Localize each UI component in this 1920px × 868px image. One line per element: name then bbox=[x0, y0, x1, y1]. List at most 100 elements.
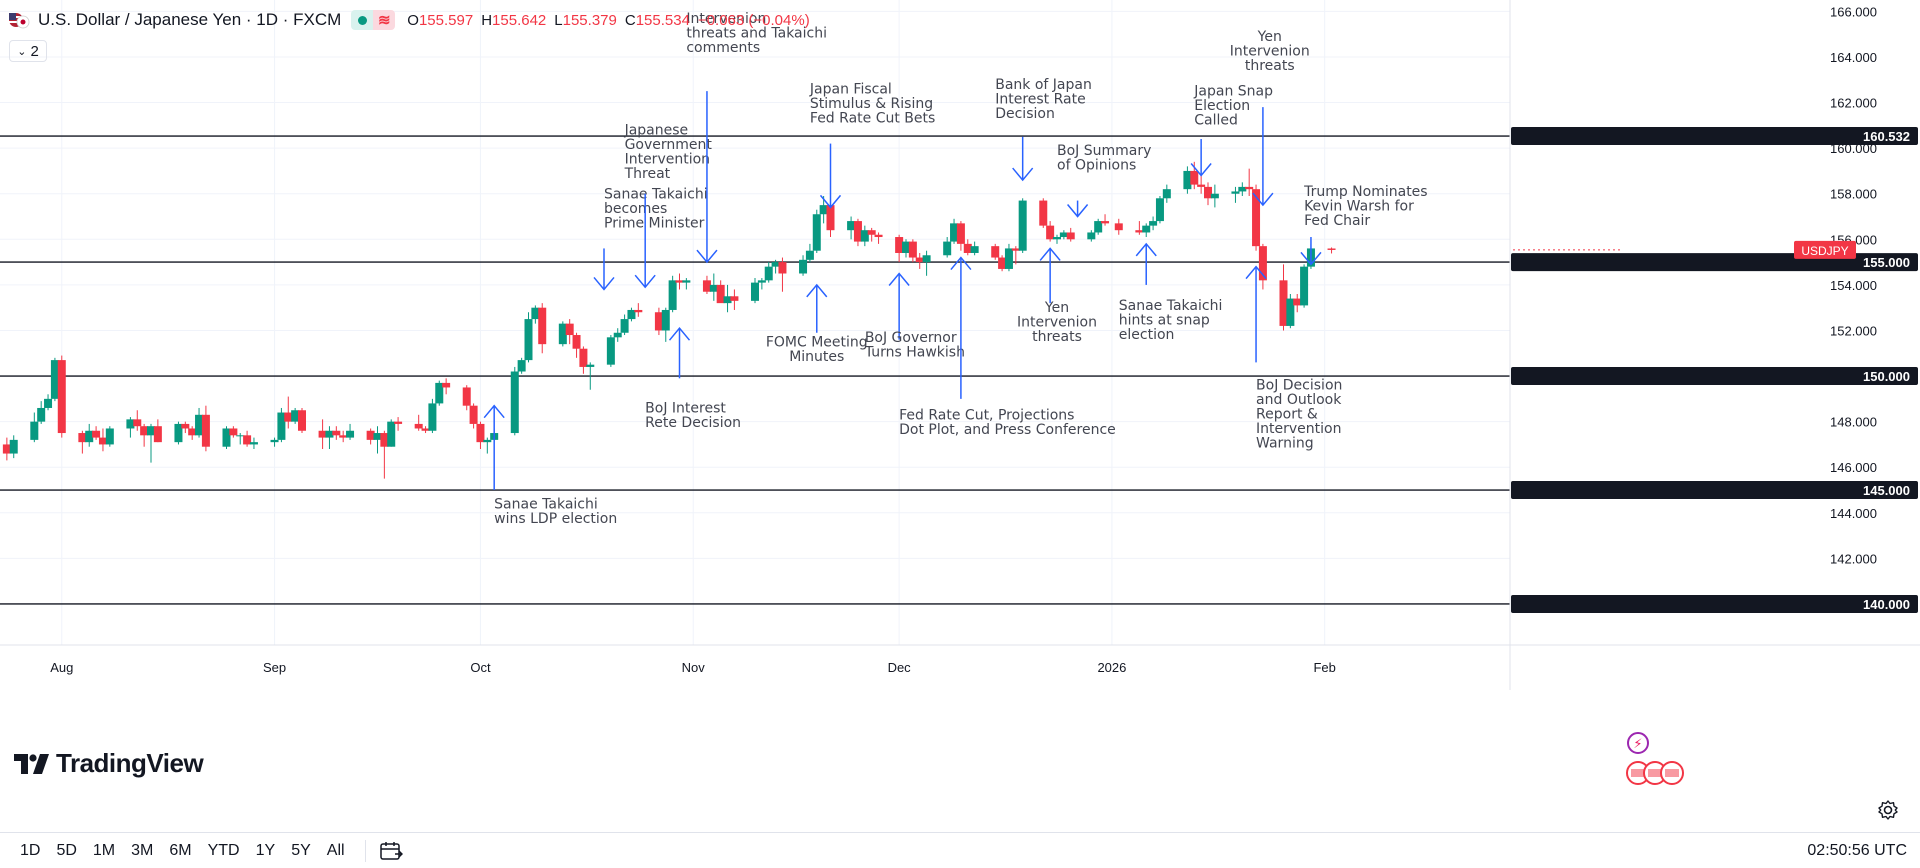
candle bbox=[805, 243, 814, 263]
annotation-label-line: BoJ Governor bbox=[865, 330, 957, 346]
candle bbox=[1231, 186, 1240, 203]
candle-body bbox=[394, 421, 403, 424]
candle bbox=[291, 407, 300, 424]
annotation-label-line: Trump Nominates bbox=[1303, 184, 1428, 200]
candle bbox=[373, 426, 382, 454]
annotation-label-line: Sanae Takaichi bbox=[494, 496, 598, 512]
candle-body bbox=[339, 435, 348, 438]
market-open-icon bbox=[351, 10, 374, 30]
annotation-arrow-head bbox=[696, 249, 718, 264]
candle bbox=[98, 428, 107, 452]
indicators-toggle-button[interactable]: ⌄ 2 bbox=[9, 40, 47, 62]
candle-body bbox=[1053, 237, 1061, 240]
candle bbox=[195, 407, 204, 438]
candle bbox=[998, 255, 1007, 272]
candle-body bbox=[709, 284, 718, 292]
candle bbox=[702, 275, 711, 295]
candle-body bbox=[1066, 232, 1075, 240]
range-5d-button[interactable]: 5D bbox=[56, 841, 77, 859]
candle bbox=[222, 426, 231, 449]
candle bbox=[510, 366, 519, 436]
annotation-arrow-head bbox=[1067, 204, 1089, 218]
market-status[interactable]: ≋ bbox=[351, 10, 396, 30]
gear-icon[interactable] bbox=[1876, 798, 1900, 822]
annotation-label-line: Decision bbox=[995, 106, 1055, 122]
candle bbox=[140, 423, 149, 447]
annotation-label-line: Intervenion bbox=[686, 11, 766, 27]
candle bbox=[1327, 247, 1336, 254]
candle bbox=[771, 259, 780, 274]
candle bbox=[620, 314, 629, 336]
candle bbox=[9, 435, 18, 459]
candle-body bbox=[799, 259, 808, 274]
annotation: Japan Fiscal Stimulus & Rising Fed Rate Cu… bbox=[809, 81, 935, 209]
low-value: L155.379 bbox=[554, 11, 617, 29]
range-1d-button[interactable]: 1D bbox=[20, 841, 41, 859]
price-tick-label: 144.000 bbox=[1830, 506, 1877, 521]
candle bbox=[579, 346, 588, 374]
candle-body bbox=[229, 428, 238, 436]
candle bbox=[105, 426, 114, 447]
candle-body bbox=[1039, 200, 1048, 226]
candle bbox=[1114, 218, 1123, 235]
range-6m-button[interactable]: 6M bbox=[169, 841, 192, 859]
tradingview-logo[interactable]: TradingView bbox=[14, 748, 204, 779]
candle bbox=[874, 232, 883, 244]
range-3m-button[interactable]: 3M bbox=[131, 841, 154, 859]
annotation-label-line: wins LDP election bbox=[494, 511, 617, 527]
candle-body bbox=[92, 430, 101, 438]
candle-body bbox=[524, 319, 533, 361]
candle bbox=[1053, 234, 1061, 244]
candle bbox=[78, 430, 87, 454]
annotation: Yen Intervenion threats bbox=[1230, 29, 1310, 207]
annotation-label-line: comments bbox=[686, 40, 760, 56]
annotation-label-line: threats and Takaichi bbox=[686, 25, 827, 41]
candle-body bbox=[188, 428, 197, 436]
candle bbox=[1046, 221, 1055, 242]
price-line-label-bg bbox=[1511, 367, 1918, 386]
annotation-arrow-head bbox=[1135, 242, 1157, 257]
annotation-label: Bank of Japan Interest Rate Decision bbox=[995, 77, 1092, 122]
candle-body bbox=[895, 237, 904, 253]
economic-event-icon[interactable] bbox=[1627, 732, 1649, 754]
price-tick-label: 158.000 bbox=[1830, 187, 1877, 202]
annotation-label-line: Sanae Takaichi bbox=[604, 186, 708, 202]
annotation: BoJ Governor Turns Hawkish bbox=[864, 272, 965, 360]
candle bbox=[188, 426, 197, 440]
candle-body bbox=[531, 307, 540, 320]
candle bbox=[428, 398, 437, 434]
price-tick-label: 164.000 bbox=[1830, 50, 1877, 65]
candle-body bbox=[998, 257, 1007, 269]
us-flag-event-icons[interactable] bbox=[1626, 761, 1684, 785]
candle-body bbox=[1087, 232, 1096, 240]
range-1m-button[interactable]: 1M bbox=[92, 841, 116, 859]
candle bbox=[963, 239, 972, 256]
candle bbox=[970, 241, 979, 256]
change-value: −0.063 (−0.04%) bbox=[697, 11, 810, 29]
candle bbox=[147, 423, 155, 463]
range-ytd-button[interactable]: YTD bbox=[207, 841, 240, 859]
range-1y-button[interactable]: 1Y bbox=[255, 841, 276, 859]
calendar-range-icon[interactable] bbox=[378, 840, 404, 862]
candle-body bbox=[291, 410, 300, 422]
candle-body bbox=[1286, 298, 1295, 326]
symbol-title[interactable]: U.S. Dollar / Japanese Yen · 1D · FXCM bbox=[38, 10, 342, 29]
annotation-label-line: hints at snap bbox=[1119, 312, 1210, 328]
candle bbox=[174, 421, 183, 445]
candle-body bbox=[757, 280, 766, 283]
annotation-label-line: Yen bbox=[1044, 300, 1069, 316]
range-5y-button[interactable]: 5Y bbox=[291, 841, 311, 859]
candle bbox=[1039, 198, 1048, 228]
candle-body bbox=[50, 360, 59, 399]
candle-body bbox=[380, 433, 389, 447]
candle bbox=[284, 396, 293, 429]
range-all-button[interactable]: All bbox=[326, 841, 345, 859]
price-line-label-bg bbox=[1511, 594, 1918, 613]
candle-body bbox=[956, 223, 965, 244]
candle-body bbox=[1190, 170, 1199, 185]
candle-body bbox=[558, 323, 567, 345]
utc-clock[interactable]: 02:50:56 UTC bbox=[1807, 841, 1907, 859]
candle-body bbox=[181, 423, 190, 429]
